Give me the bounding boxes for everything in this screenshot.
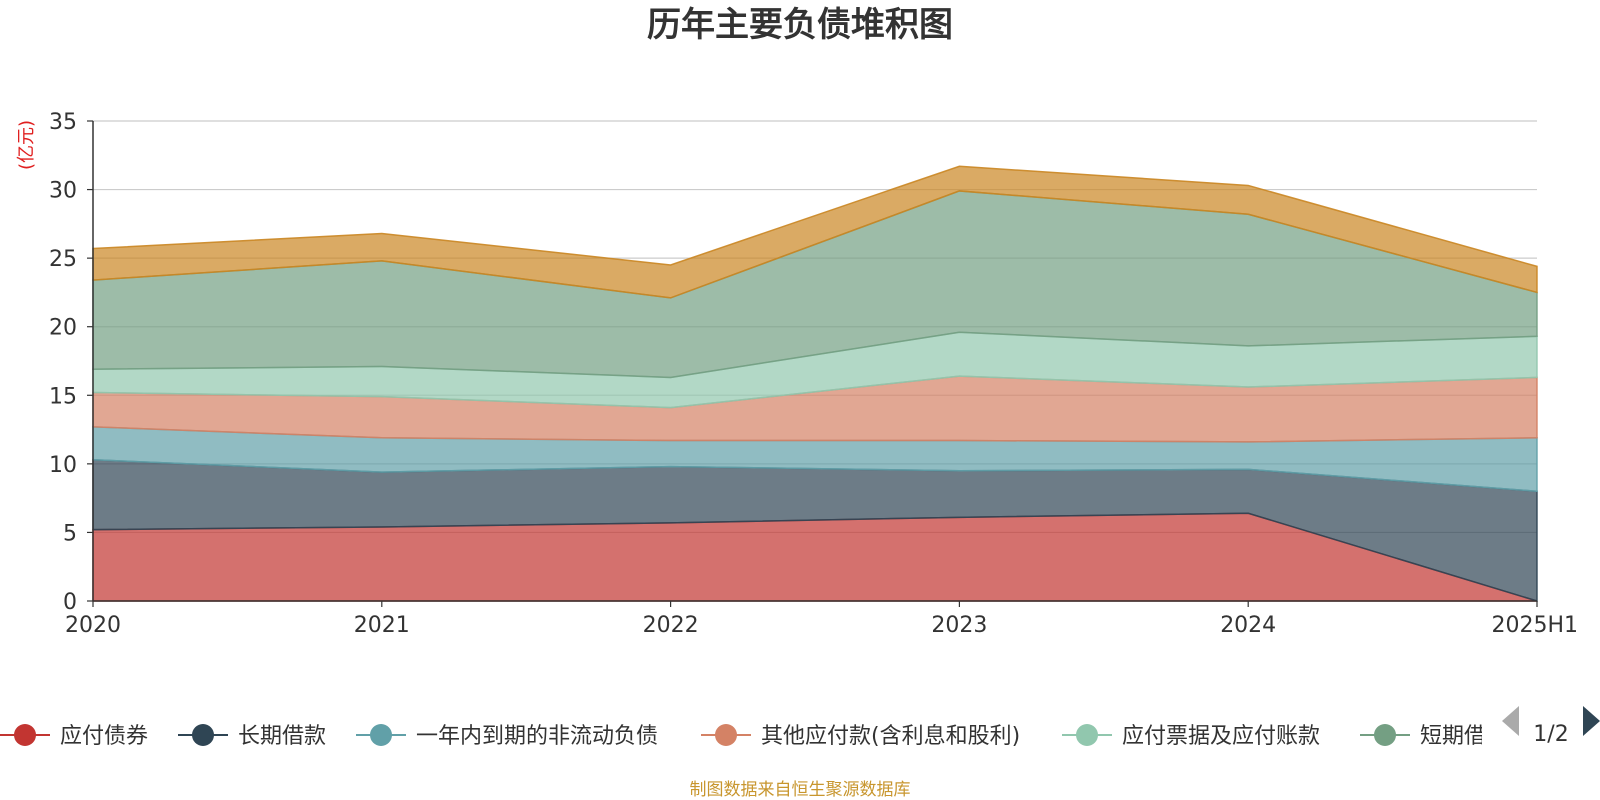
y-tick-label: 10 [49,453,77,478]
y-tick-label: 20 [49,316,77,341]
legend-marker [715,724,737,746]
source-note: 制图数据来自恒生聚源数据库 [690,780,911,800]
x-tick-label: 2025H1 [1491,613,1578,638]
legend-prev-icon[interactable] [1502,706,1519,736]
x-tick-label: 2022 [643,613,699,638]
y-axis-label: (亿元) [16,120,37,170]
legend-label: 短期借款 [1420,724,1508,749]
legend-marker [1374,724,1396,746]
chart-title: 历年主要负债堆积图 [647,5,953,45]
legend-item[interactable]: 一年内到期的非流动负债 [356,724,658,749]
legend-label: 应付票据及应付账款 [1122,724,1320,749]
legend-pager: 1/2 [1502,706,1600,747]
legend-page-indicator: 1/2 [1533,722,1568,747]
legend-item[interactable]: 应付债券 [0,724,148,749]
legend-marker [1076,724,1098,746]
x-tick-label: 2024 [1220,613,1276,638]
legend-marker [370,724,392,746]
legend: 应付债券 长期借款 一年内到期的非流动负债 其他应付款(含利息和股利) 应付票据及应付账… [0,724,1508,749]
area-series-6 [92,165,1538,299]
legend-item[interactable]: 其他应付款(含利息和股利) [701,724,1020,749]
legend-label: 应付债券 [60,724,148,749]
legend-item[interactable]: 短期借款 [1360,724,1508,749]
axes: 0 5 10 15 20 25 30 35 2020 2021 2022 2023 2024 2025H1 [49,110,1578,638]
legend-item[interactable]: 应付票据及应付账款 [1062,724,1320,749]
legend-label: 一年内到期的非流动负债 [416,724,658,749]
x-tick-label: 2020 [65,613,121,638]
y-tick-label: 0 [63,590,77,615]
legend-label: 长期借款 [238,724,326,749]
legend-marker [14,724,36,746]
legend-next-icon[interactable] [1583,706,1600,736]
y-tick-label: 15 [49,384,77,409]
x-tick-label: 2021 [354,613,410,638]
x-tick-label: 2023 [931,613,987,638]
stacked-areas [92,165,1538,603]
y-tick-label: 25 [49,247,77,272]
legend-marker [192,724,214,746]
y-tick-label: 35 [49,110,77,135]
y-tick-label: 30 [49,179,77,204]
legend-label: 其他应付款(含利息和股利) [761,724,1020,749]
y-tick-label: 5 [63,521,77,546]
legend-item[interactable]: 长期借款 [178,724,326,749]
